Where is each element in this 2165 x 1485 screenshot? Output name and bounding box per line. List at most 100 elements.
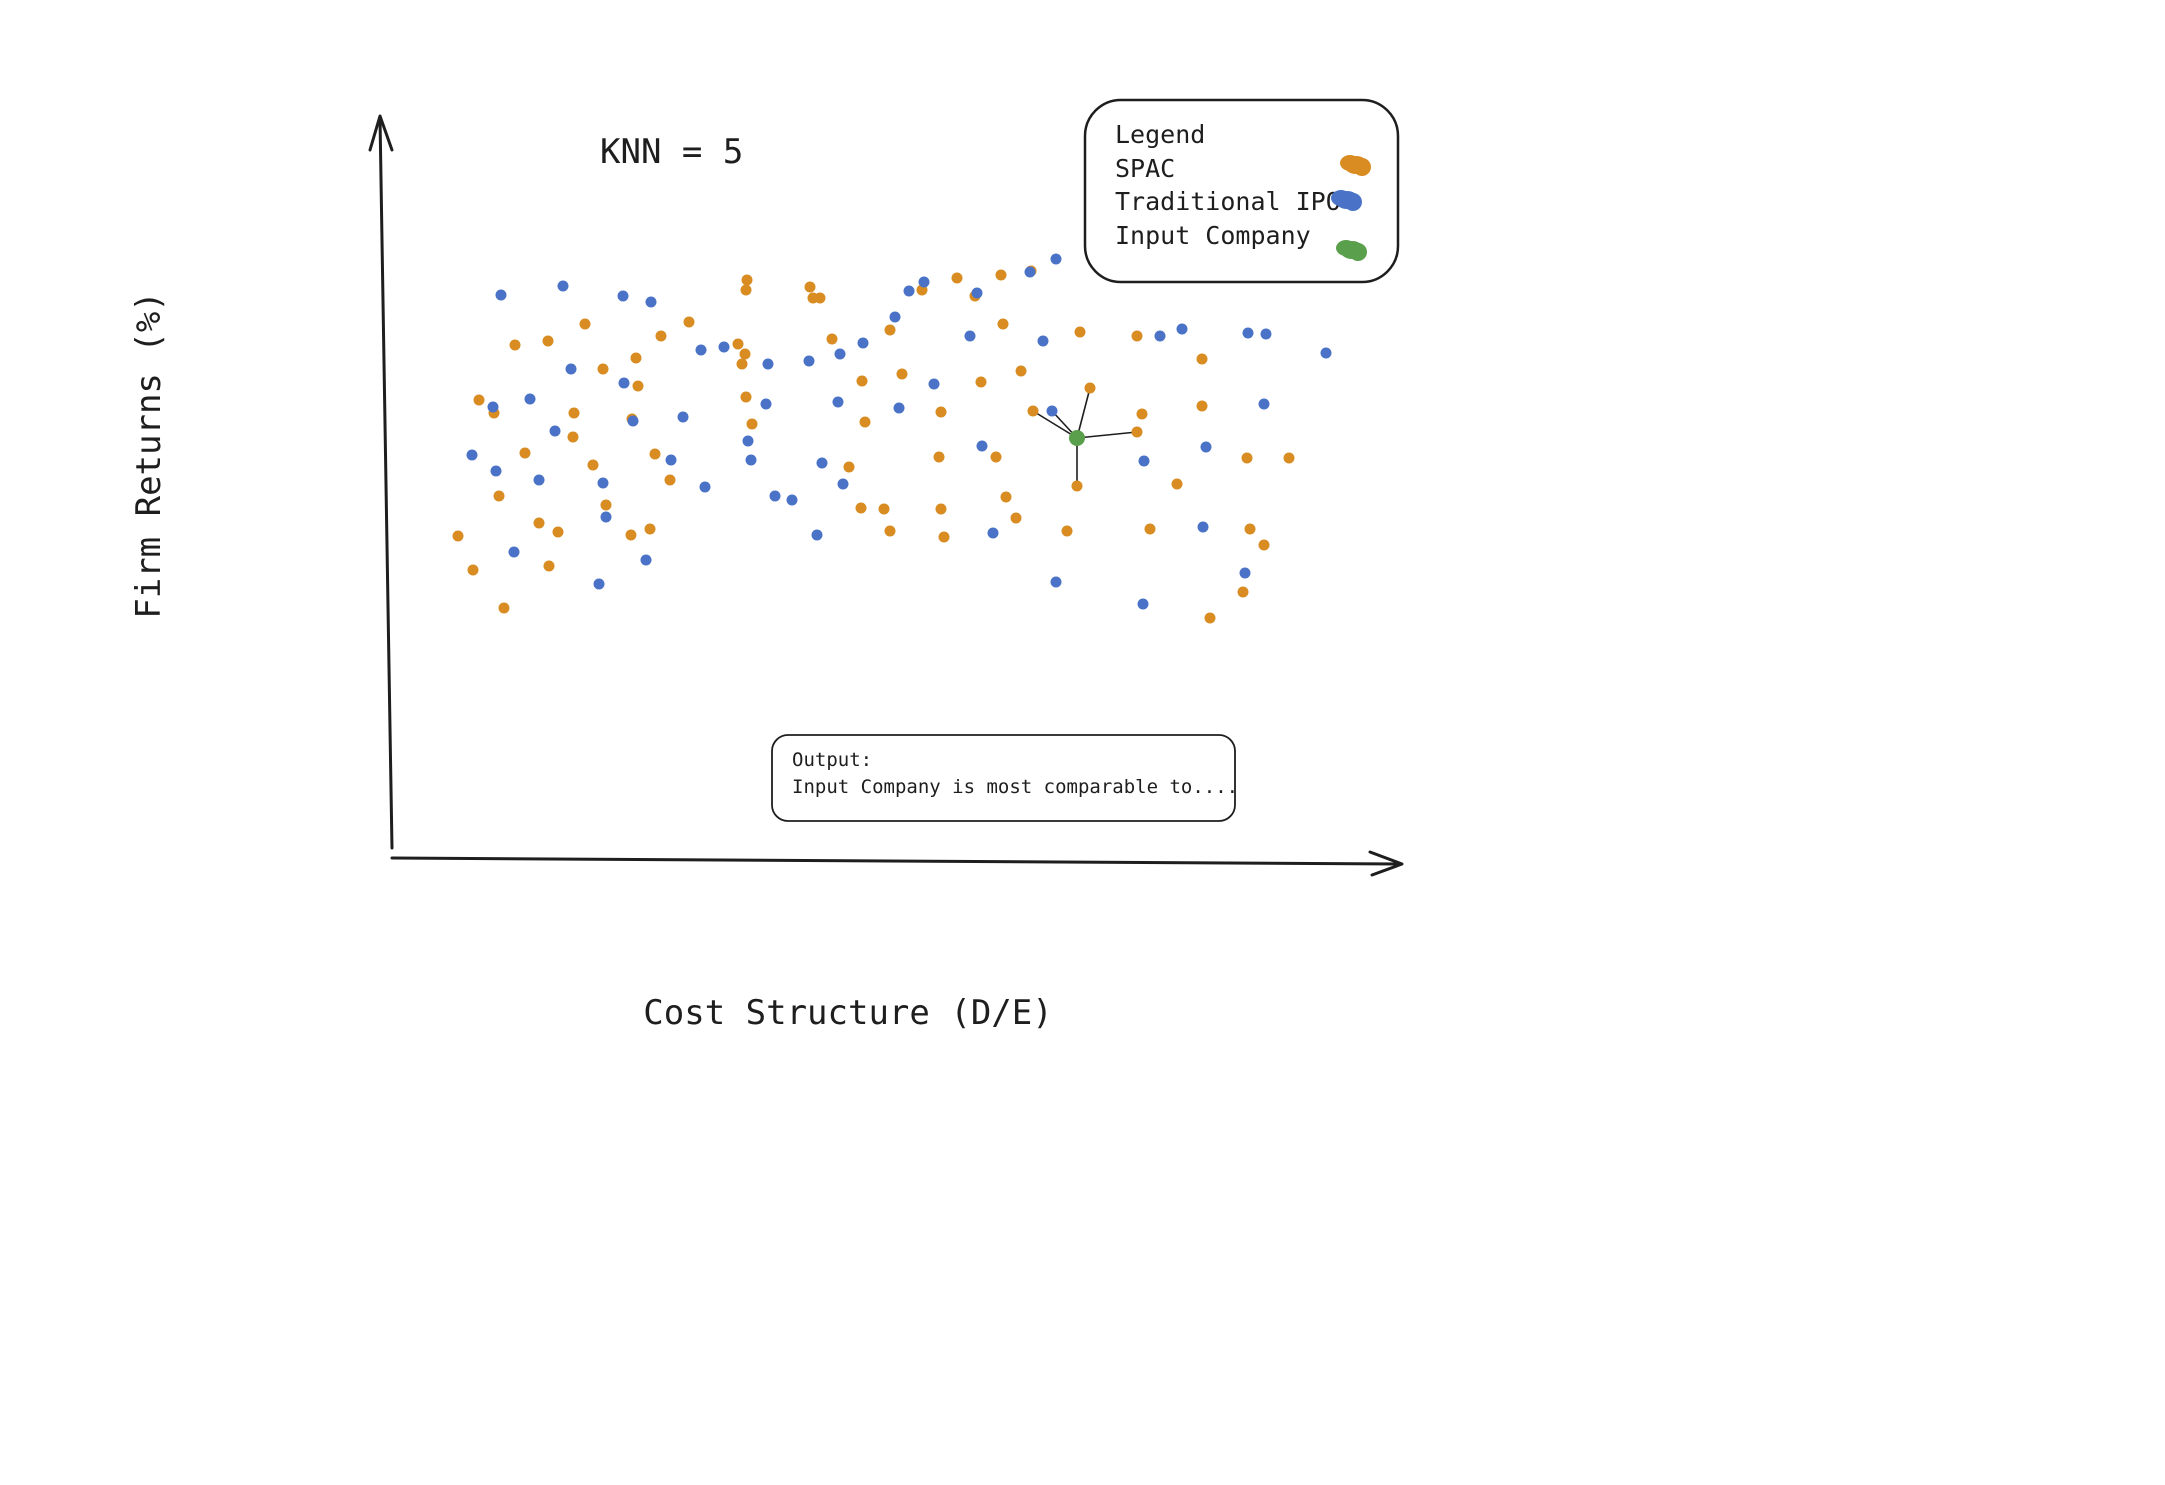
legend-swatch-traditional-ipo (1331, 190, 1362, 211)
traditional-ipo-point (1154, 330, 1166, 342)
traditional-ipo-point (889, 311, 901, 323)
x-axis (390, 850, 1404, 877)
spac-point (467, 564, 479, 576)
y-axis-label: Firm Returns (%) (129, 291, 169, 619)
spac-point (859, 416, 871, 428)
spac-point (1204, 612, 1216, 624)
legend: Legend SPAC Traditional IPO Input Compan… (1083, 98, 1400, 284)
spac-point (587, 459, 599, 471)
spac-point (736, 358, 748, 370)
traditional-ipo-point (964, 330, 976, 342)
traditional-ipo-point (918, 276, 930, 288)
spac-point (739, 348, 751, 360)
traditional-ipo-point (971, 287, 983, 299)
spac-point (473, 394, 485, 406)
traditional-ipo-point (816, 457, 828, 469)
spac-point (878, 503, 890, 515)
traditional-ipo-point (600, 511, 612, 523)
spac-point (896, 368, 908, 380)
traditional-ipo-point (786, 494, 798, 506)
traditional-ipo-point (811, 529, 823, 541)
spac-point (664, 474, 676, 486)
spac-point (632, 380, 644, 392)
traditional-ipo-point (903, 285, 915, 297)
traditional-ipo-point (987, 527, 999, 539)
scatter-points (452, 253, 1332, 624)
spac-point (625, 529, 637, 541)
spac-point (746, 418, 758, 430)
traditional-ipo-point (557, 280, 569, 292)
traditional-ipo-point (834, 348, 846, 360)
spac-point (935, 406, 947, 418)
legend-swatch-input-company (1336, 240, 1367, 261)
traditional-ipo-point (495, 289, 507, 301)
spac-point (1196, 400, 1208, 412)
traditional-ipo-point (487, 401, 499, 413)
spac-point (597, 363, 609, 375)
traditional-ipo-point (565, 363, 577, 375)
traditional-ipo-point (618, 377, 630, 389)
traditional-ipo-point (893, 402, 905, 414)
spac-point (995, 269, 1007, 281)
legend-label-input-company: Input Company (1115, 221, 1311, 250)
traditional-ipo-point (1197, 521, 1209, 533)
spac-point (655, 330, 667, 342)
spac-point (493, 490, 505, 502)
output-line-2: Input Company is most comparable to.... (792, 776, 1238, 798)
spac-point (1084, 382, 1096, 394)
spac-point (1136, 408, 1148, 420)
spac-point (543, 560, 555, 572)
traditional-ipo-point (857, 337, 869, 349)
output-box: Output: Input Company is most comparable… (771, 734, 1238, 822)
spac-point (552, 526, 564, 538)
x-axis-label: Cost Structure (D/E) (643, 993, 1052, 1033)
neighbor-line-3 (1076, 387, 1091, 439)
neighbor-line-4 (1076, 431, 1138, 439)
spac-point (1074, 326, 1086, 338)
traditional-ipo-point (1176, 323, 1188, 335)
spac-point (498, 602, 510, 614)
traditional-ipo-point (1050, 253, 1062, 265)
spac-point (951, 272, 963, 284)
spac-point (452, 530, 464, 542)
spac-point (843, 461, 855, 473)
traditional-ipo-point (1050, 576, 1062, 588)
traditional-ipo-point (593, 578, 605, 590)
spac-point (938, 531, 950, 543)
traditional-ipo-point (745, 454, 757, 466)
traditional-ipo-point (1258, 398, 1270, 410)
traditional-ipo-point (1037, 335, 1049, 347)
spac-point (649, 448, 661, 460)
traditional-ipo-point (640, 554, 652, 566)
traditional-ipo-point (645, 296, 657, 308)
spac-point (567, 431, 579, 443)
spac-point (1144, 523, 1156, 535)
input-company-point (1069, 430, 1085, 446)
traditional-ipo-point (549, 425, 561, 437)
traditional-ipo-point (677, 411, 689, 423)
spac-point (644, 523, 656, 535)
spac-point (1244, 523, 1256, 535)
traditional-ipo-point (1024, 266, 1036, 278)
traditional-ipo-point (695, 344, 707, 356)
spac-point (1258, 539, 1270, 551)
traditional-ipo-point (1239, 567, 1251, 579)
chart-title: KNN = 5 (600, 132, 743, 172)
spac-point (997, 318, 1009, 330)
traditional-ipo-point (627, 415, 639, 427)
spac-point (933, 451, 945, 463)
spac-point (856, 375, 868, 387)
traditional-ipo-point (1137, 598, 1149, 610)
spac-point (1196, 353, 1208, 365)
traditional-ipo-point (508, 546, 520, 558)
spac-point (740, 284, 752, 296)
spac-point (732, 338, 744, 350)
neighbor-lines (1032, 387, 1138, 486)
spac-point (1237, 586, 1249, 598)
spac-point (1171, 478, 1183, 490)
legend-label-spac: SPAC (1115, 154, 1175, 183)
spac-point (975, 376, 987, 388)
spac-point (740, 391, 752, 403)
traditional-ipo-point (466, 449, 478, 461)
